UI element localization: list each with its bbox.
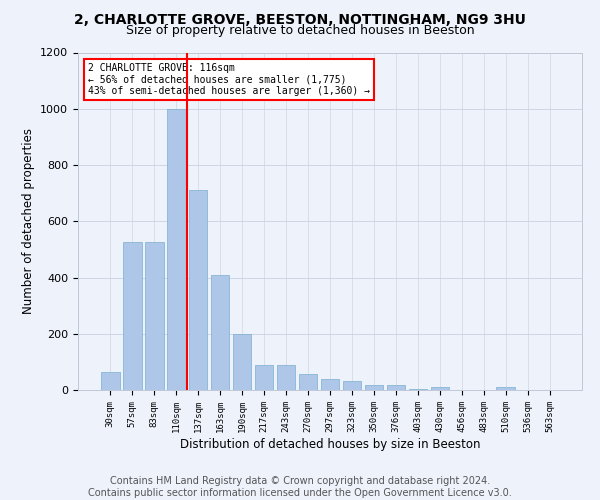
Bar	[167, 109, 185, 390]
Bar	[101, 372, 119, 390]
Bar	[277, 364, 295, 390]
Bar	[343, 381, 361, 390]
Bar	[365, 385, 383, 390]
Bar	[211, 275, 229, 390]
Bar	[496, 387, 515, 390]
Text: Contains HM Land Registry data © Crown copyright and database right 2024.
Contai: Contains HM Land Registry data © Crown c…	[88, 476, 512, 498]
Bar	[123, 242, 142, 390]
Text: 2, CHARLOTTE GROVE, BEESTON, NOTTINGHAM, NG9 3HU: 2, CHARLOTTE GROVE, BEESTON, NOTTINGHAM,…	[74, 12, 526, 26]
Bar	[431, 387, 449, 390]
Text: Size of property relative to detached houses in Beeston: Size of property relative to detached ho…	[125, 24, 475, 37]
Bar	[189, 190, 208, 390]
X-axis label: Distribution of detached houses by size in Beeston: Distribution of detached houses by size …	[180, 438, 480, 450]
Y-axis label: Number of detached properties: Number of detached properties	[22, 128, 35, 314]
Text: 2 CHARLOTTE GROVE: 116sqm
← 56% of detached houses are smaller (1,775)
43% of se: 2 CHARLOTTE GROVE: 116sqm ← 56% of detac…	[88, 62, 370, 96]
Bar	[299, 374, 317, 390]
Bar	[386, 385, 405, 390]
Bar	[255, 364, 274, 390]
Bar	[145, 242, 164, 390]
Bar	[233, 334, 251, 390]
Bar	[320, 379, 340, 390]
